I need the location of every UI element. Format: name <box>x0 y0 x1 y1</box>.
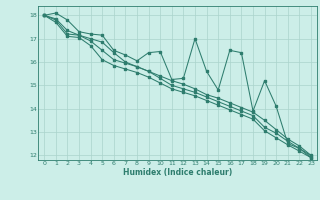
X-axis label: Humidex (Indice chaleur): Humidex (Indice chaleur) <box>123 168 232 177</box>
